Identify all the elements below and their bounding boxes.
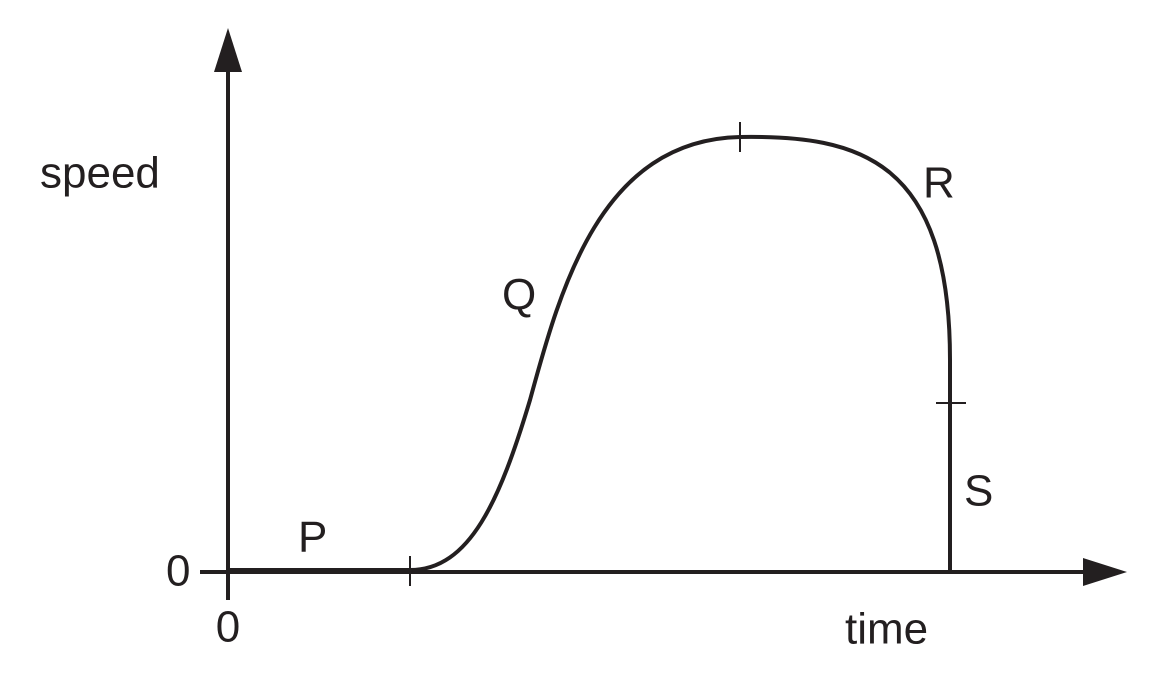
y-origin-label: 0 xyxy=(166,547,190,596)
y-axis-label: speed xyxy=(40,149,160,198)
section-label: Q xyxy=(502,271,536,320)
section-label: S xyxy=(964,467,993,516)
speed-curve xyxy=(228,134,952,572)
section-ticks xyxy=(409,122,966,586)
x-axis-arrow xyxy=(1083,558,1127,586)
y-axis-arrow xyxy=(214,28,242,72)
axes xyxy=(200,60,1095,600)
x-origin-label: 0 xyxy=(216,603,240,652)
section-label: R xyxy=(923,159,955,208)
x-axis-label: time xyxy=(845,605,928,654)
section-label: P xyxy=(298,513,327,562)
